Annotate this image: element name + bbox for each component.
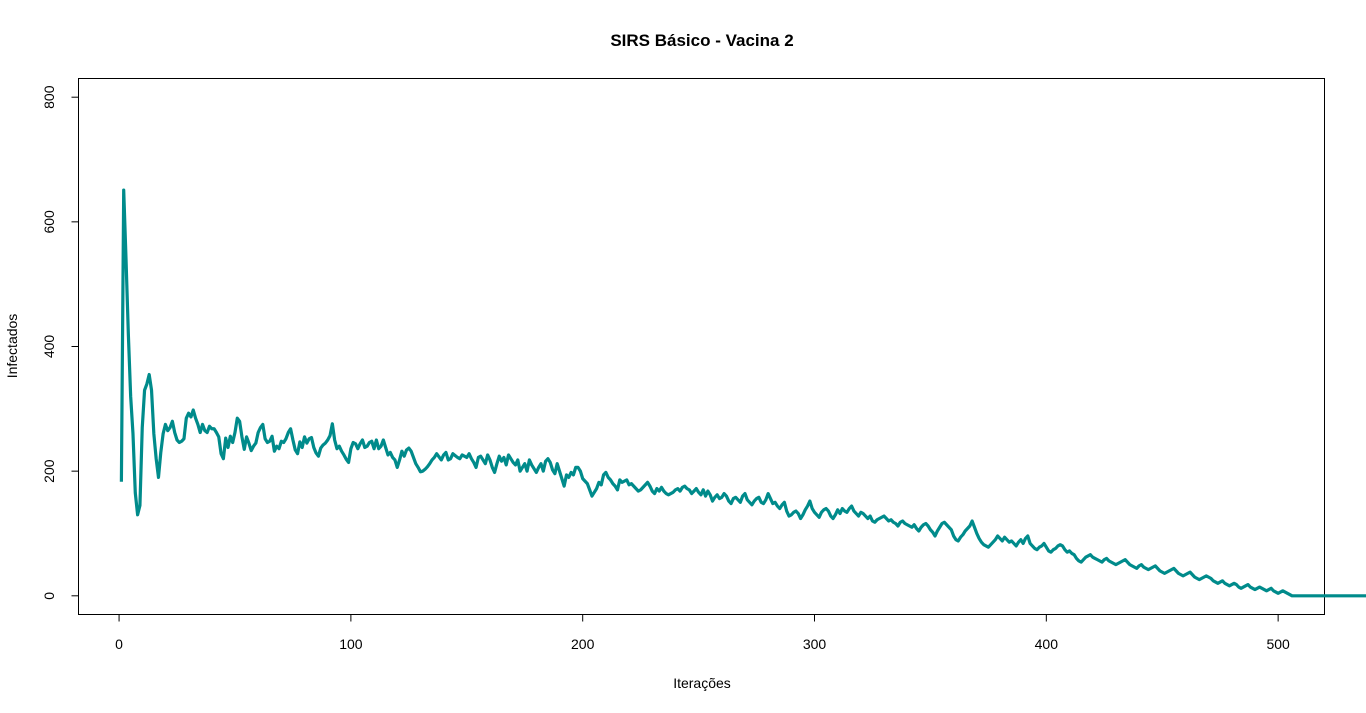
x-tick-label: 0 bbox=[115, 636, 123, 652]
x-tick-label: 500 bbox=[1266, 636, 1290, 652]
x-tick-label: 100 bbox=[339, 636, 363, 652]
y-tick-label: 600 bbox=[41, 210, 57, 234]
x-axis: 0 100 200 300 400 500 bbox=[115, 614, 1290, 652]
x-axis-label: Iterações bbox=[673, 675, 731, 691]
y-axis: 0 200 400 600 800 bbox=[41, 85, 79, 600]
y-axis-label: Infectados bbox=[4, 314, 20, 379]
x-tick-label: 300 bbox=[803, 636, 827, 652]
plot-series-group bbox=[119, 188, 1366, 598]
chart-title: SIRS Básico - Vacina 2 bbox=[610, 31, 793, 50]
y-tick-label: 800 bbox=[41, 85, 57, 109]
y-tick-label: 400 bbox=[41, 335, 57, 359]
y-tick-label: 0 bbox=[41, 592, 57, 600]
infectados-line bbox=[119, 188, 1366, 598]
y-tick-label: 200 bbox=[41, 459, 57, 483]
x-tick-label: 200 bbox=[571, 636, 595, 652]
plot-area bbox=[78, 78, 1325, 615]
x-tick-label: 400 bbox=[1035, 636, 1059, 652]
